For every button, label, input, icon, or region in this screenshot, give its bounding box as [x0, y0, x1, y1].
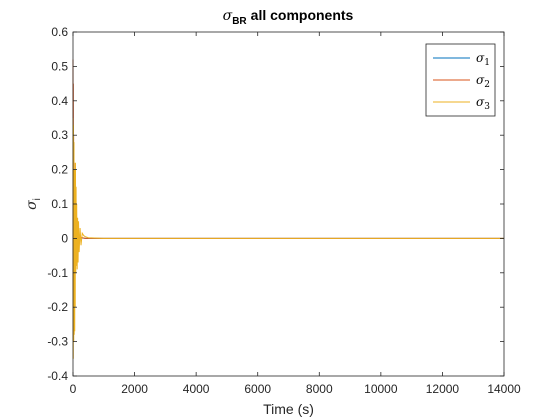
x-tick-label: 14000 [487, 382, 521, 396]
title-text: all components [251, 7, 354, 23]
y-label-subscript: i [32, 198, 43, 200]
x-tick-label: 2000 [121, 382, 148, 396]
y-tick-label: 0.2 [51, 163, 68, 177]
y-tick-label: -0.1 [47, 266, 68, 280]
y-tick-label: 0.1 [51, 197, 68, 211]
legend-label-2: σ2 [476, 73, 490, 90]
x-axis-label: Time (s) [263, 401, 314, 417]
x-tick-label: 10000 [364, 382, 398, 396]
legend-label-1: σ1 [476, 51, 490, 68]
y-tick-label: 0.6 [51, 25, 68, 39]
x-tick-label: 4000 [183, 382, 210, 396]
x-tick-label: 12000 [426, 382, 460, 396]
y-tick-label: 0.4 [51, 94, 68, 108]
y-tick-label: -0.3 [47, 335, 68, 349]
x-tick-label: 8000 [306, 382, 333, 396]
title-symbol: σ [223, 8, 233, 24]
legend: σ1 σ2 σ3 [425, 43, 496, 117]
y-tick-label: 0.3 [51, 128, 68, 142]
y-tick-label: -0.2 [47, 300, 68, 314]
y-axis-label: σi [24, 198, 43, 210]
y-label-symbol: σ [24, 200, 40, 210]
y-tick-label: -0.4 [47, 369, 68, 383]
tick-layer: 0 2000 4000 6000 8000 10000 12000 14000 -0.4 -0.3… [47, 25, 521, 396]
y-tick-label: 0 [61, 231, 68, 245]
y-tick-label: 0.5 [51, 59, 68, 73]
title-subscript: BR [232, 16, 247, 27]
x-tick-label: 0 [70, 382, 77, 396]
legend-label-3: σ3 [476, 95, 490, 112]
chart-title: σBR all components [223, 7, 354, 27]
x-tick-label: 6000 [244, 382, 271, 396]
axes-box [72, 31, 505, 377]
